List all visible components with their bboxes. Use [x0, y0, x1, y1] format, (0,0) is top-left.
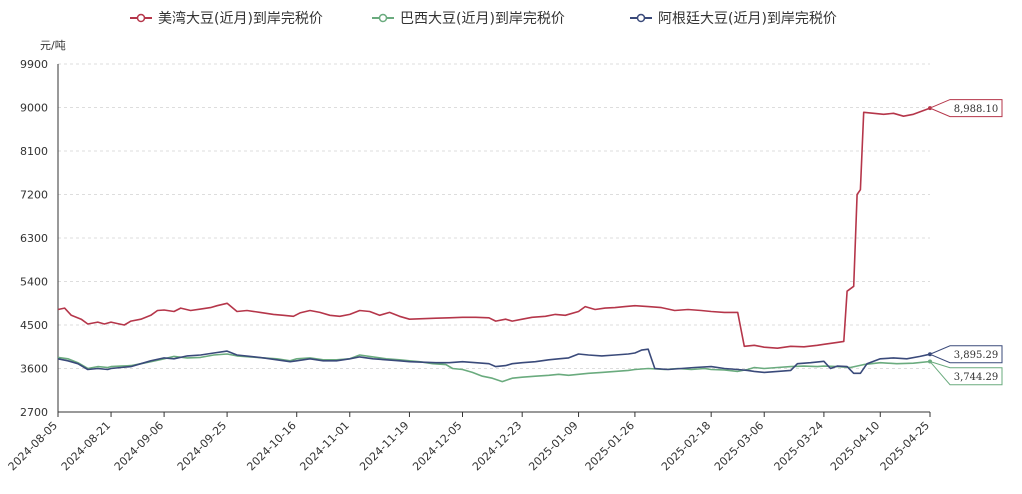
y-tick-label: 4500 [20, 319, 48, 332]
legend-label: 巴西大豆(近月)到岸完税价 [400, 11, 565, 27]
x-tick-label: 2024-09-25 [175, 419, 229, 473]
x-tick-label: 2025-03-24 [772, 419, 826, 473]
y-tick-label: 5400 [20, 276, 48, 289]
legend-label: 美湾大豆(近月)到岸完税价 [158, 10, 323, 27]
end-label-text: 8,988.10 [954, 104, 999, 115]
grid-lines [58, 63, 930, 369]
end-label-text: 3,895.29 [954, 350, 999, 361]
x-tick-label: 2025-04-10 [828, 419, 882, 473]
x-tick-label: 2024-11-19 [357, 419, 411, 473]
end-value-label: 3,895.29 [928, 345, 1003, 364]
end-label-box [928, 99, 1003, 118]
series-lines[interactable] [57, 107, 931, 383]
end-label-box [928, 345, 1003, 364]
y-tick-label: 2700 [20, 406, 48, 419]
x-tick-label: 2025-01-09 [526, 419, 580, 473]
x-tick-label: 2024-11-01 [297, 419, 351, 473]
x-tick-label: 2025-02-18 [659, 419, 713, 473]
y-tick-label: 3600 [20, 363, 48, 376]
legend-item[interactable]: 美湾大豆(近月)到岸完税价 [130, 10, 323, 27]
y-tick-label: 8100 [20, 145, 48, 158]
legend-item[interactable]: 巴西大豆(近月)到岸完税价 [372, 11, 565, 27]
x-tick-label: 2025-04-25 [878, 419, 932, 473]
series-line[interactable] [57, 348, 931, 375]
x-tick-label: 2025-03-06 [712, 419, 766, 473]
end-label-box [928, 360, 1003, 386]
x-tick-label: 2024-08-21 [59, 419, 113, 473]
y-tick-label: 9900 [20, 58, 48, 71]
x-tick-label: 2024-09-06 [112, 419, 166, 473]
end-value-label: 3,744.29 [928, 359, 1003, 386]
x-tick-label: 2024-12-05 [410, 419, 464, 473]
end-value-labels: 8,988.10 3,744.29 3,895.29 [928, 99, 1003, 386]
legend-marker [636, 13, 646, 23]
legend-item[interactable]: 阿根廷大豆(近月)到岸完税价 [630, 11, 837, 27]
legend-label: 阿根廷大豆(近月)到岸完税价 [658, 11, 837, 27]
y-tick-label: 9000 [20, 102, 48, 115]
legend-marker [378, 13, 388, 23]
end-label-text: 3,744.29 [954, 372, 999, 383]
series-line[interactable] [57, 107, 931, 349]
y-axis: 2700 3600 4500 5400 6300 7200 8100 9000 9900 [20, 58, 59, 419]
x-tick-label: 2024-10-16 [244, 419, 298, 473]
end-value-label: 8,988.10 [928, 99, 1003, 118]
y-axis-unit-label: 元/吨 [40, 39, 66, 52]
x-tick-label: 2024-08-05 [6, 419, 60, 473]
series-line[interactable] [57, 353, 931, 383]
y-tick-label: 7200 [20, 189, 48, 202]
x-tick-label: 2025-01-26 [583, 419, 637, 473]
legend-marker [136, 13, 146, 23]
legend[interactable]: 美湾大豆(近月)到岸完税价 巴西大豆(近月)到岸完税价 阿根廷大豆(近月)到岸完税价 [130, 10, 837, 27]
y-tick-label: 6300 [20, 232, 48, 245]
x-tick-label: 2024-12-23 [470, 419, 524, 473]
